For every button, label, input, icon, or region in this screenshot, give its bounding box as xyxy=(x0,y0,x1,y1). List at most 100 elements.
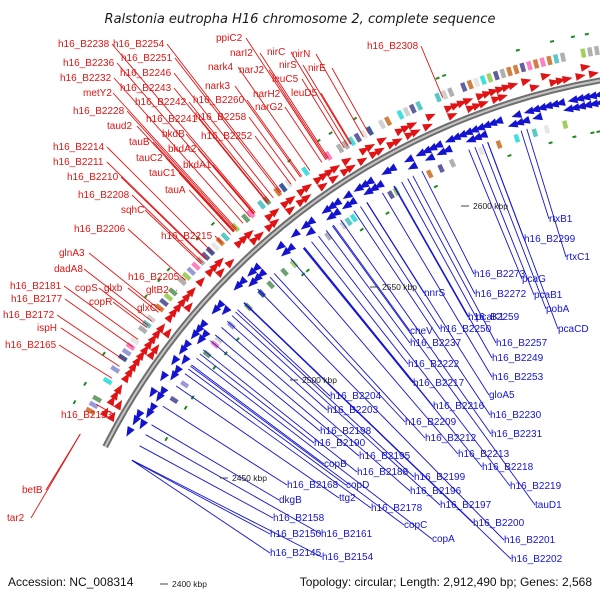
inner-block xyxy=(266,280,276,290)
inner-block xyxy=(289,259,299,269)
forward-gene xyxy=(263,222,275,233)
reverse-gene xyxy=(529,104,541,113)
reverse-gene xyxy=(359,179,370,189)
forward-gene-leader-line xyxy=(116,62,251,218)
cog-block xyxy=(335,143,345,154)
forward-gene xyxy=(269,208,280,218)
forward-gene xyxy=(113,399,123,411)
reverse-gene xyxy=(421,145,433,154)
inner-block xyxy=(495,139,503,150)
reverse-gene xyxy=(432,140,444,148)
forward-gene-label: tar2 xyxy=(7,513,25,524)
reverse-gene xyxy=(326,201,338,211)
reverse-gene-leader-line xyxy=(235,311,415,478)
forward-gene-label: h16_B2238 xyxy=(58,39,110,50)
reverse-gene-label: h16_B2197 xyxy=(440,500,492,511)
reverse-gene-label: h16_B2202 xyxy=(511,554,563,565)
forward-gene xyxy=(507,82,519,91)
forward-gene-leader-line xyxy=(127,228,186,281)
reverse-gene xyxy=(196,334,207,345)
reverse-gene xyxy=(139,418,149,430)
inner-block xyxy=(562,120,569,130)
cog-block xyxy=(486,72,494,83)
reverse-gene-leader-line xyxy=(273,273,426,439)
reverse-gene xyxy=(480,120,492,129)
reverse-gene xyxy=(580,92,591,101)
reverse-gene xyxy=(300,220,312,230)
reverse-gene xyxy=(511,110,523,118)
reverse-gene-leader-line xyxy=(481,144,547,310)
marker xyxy=(590,131,595,135)
forward-gene xyxy=(394,128,406,137)
forward-gene xyxy=(588,70,599,79)
cog-block xyxy=(460,82,468,93)
marker xyxy=(300,272,306,277)
reverse-gene xyxy=(474,122,486,131)
reverse-gene-label: h16_B2204 xyxy=(330,391,382,402)
reverse-gene-label: gloA5 xyxy=(489,390,515,401)
forward-gene-leader-line xyxy=(56,314,125,361)
reverse-gene-label: h16_B2168 xyxy=(287,480,339,491)
backbone-highlight xyxy=(104,79,600,448)
reverse-gene-label: h16_B2199 xyxy=(414,472,466,483)
inner-block xyxy=(513,133,521,143)
cog-block xyxy=(273,186,283,197)
forward-gene-label: h16_B2181 xyxy=(10,281,62,292)
reverse-gene-label: h16_B2145 xyxy=(270,548,322,559)
forward-gene xyxy=(406,122,418,131)
leader-lines xyxy=(30,37,567,560)
reverse-gene xyxy=(593,90,600,99)
forward-gene-label: taud2 xyxy=(107,121,132,132)
reverse-gene xyxy=(555,98,566,106)
reverse-gene-label: h16_B2195 xyxy=(359,451,411,462)
reverse-gene-leader-line xyxy=(226,320,328,411)
forward-gene-label: h16_B2258 xyxy=(195,112,247,123)
cog-block xyxy=(532,58,540,69)
reverse-gene-label: h16_B2218 xyxy=(482,462,534,473)
reverse-gene-leader-line xyxy=(243,302,512,560)
reverse-gene-leader-line xyxy=(407,178,497,344)
forward-gene-label: leuD5 xyxy=(291,88,318,99)
forward-gene-label: h16_B2215 xyxy=(161,231,213,242)
reverse-gene xyxy=(149,386,159,398)
forward-gene xyxy=(147,334,157,345)
reverse-gene-label: h16_B2216 xyxy=(433,401,485,412)
reverse-gene xyxy=(567,95,579,104)
reverse-gene xyxy=(215,299,226,310)
inner-block xyxy=(349,213,358,223)
forward-gene xyxy=(186,287,196,298)
chromosome-backbone xyxy=(102,77,600,449)
forward-gene xyxy=(312,176,324,186)
reverse-gene-label: tauD1 xyxy=(535,500,562,511)
scale-tick-label: 2450 kbp xyxy=(232,473,267,483)
reverse-gene-label: ttg2 xyxy=(339,493,356,504)
marker xyxy=(157,278,162,283)
reverse-gene xyxy=(211,304,222,315)
reverse-gene xyxy=(586,91,598,100)
marker xyxy=(164,436,169,442)
marker xyxy=(572,135,577,139)
reverse-gene-label: pcaB1 xyxy=(534,290,563,301)
cog-block xyxy=(137,325,148,335)
reverse-gene-label: h16_B2178 xyxy=(371,503,423,514)
reverse-gene-leader-line xyxy=(196,357,433,540)
reverse-gene xyxy=(519,115,531,124)
reverse-gene-label: copC xyxy=(404,520,427,531)
forward-gene xyxy=(264,212,275,222)
inner-block xyxy=(214,335,224,344)
forward-gene xyxy=(128,361,138,373)
reverse-gene xyxy=(574,93,585,102)
forward-gene-leader-line xyxy=(166,43,282,193)
forward-gene xyxy=(329,164,341,174)
forward-gene-label: nark4 xyxy=(208,62,233,73)
reverse-gene xyxy=(523,106,535,115)
marker xyxy=(83,381,87,387)
cog-block xyxy=(526,60,533,71)
reverse-gene xyxy=(581,100,593,109)
reverse-gene xyxy=(575,101,587,110)
forward-gene-label: gltB2 xyxy=(146,285,169,296)
forward-gene xyxy=(529,84,541,93)
marker xyxy=(584,32,589,36)
forward-gene-label: h16_B2242 xyxy=(135,97,187,108)
reverse-gene xyxy=(341,200,353,210)
